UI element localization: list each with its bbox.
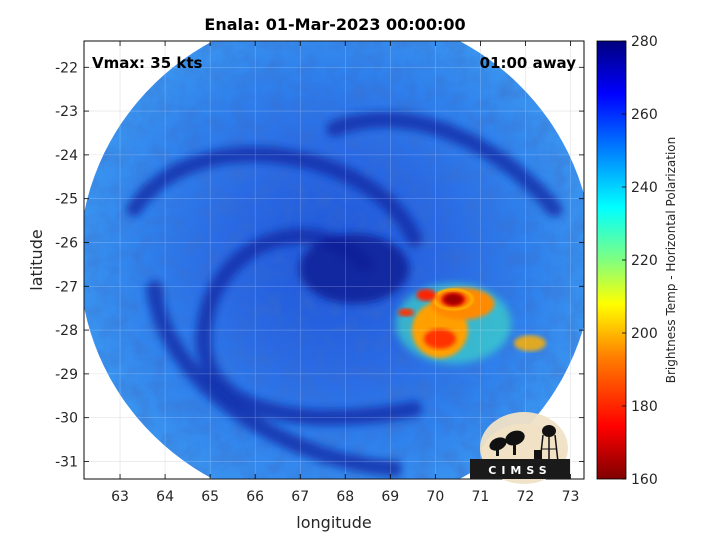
y-tick-label: -22 xyxy=(55,60,78,76)
x-axis-label: longitude xyxy=(296,513,371,532)
storm-center xyxy=(299,233,410,304)
x-tick-label: 71 xyxy=(471,489,489,505)
x-tick-label: 73 xyxy=(562,489,580,505)
y-tick-label: -29 xyxy=(55,367,78,383)
x-axis-ticks: 63 64 65 66 67 68 69 70 71 72 73 xyxy=(111,41,579,505)
plot-title: Enala: 01-Mar-2023 00:00:00 xyxy=(204,15,465,34)
x-tick-label: 69 xyxy=(381,489,399,505)
y-axis-label: latitude xyxy=(27,229,46,290)
vmax-annotation: Vmax: 35 kts xyxy=(92,54,202,72)
x-tick-label: 72 xyxy=(517,489,535,505)
x-tick-label: 67 xyxy=(291,489,309,505)
colorbar-label: Brightness Temp - Horizontal Polarizatio… xyxy=(664,137,678,384)
x-tick-label: 65 xyxy=(201,489,219,505)
y-tick-label: -30 xyxy=(55,411,78,427)
x-tick-label: 68 xyxy=(336,489,354,505)
colorbar-tick-label: 220 xyxy=(631,253,658,269)
colorbar xyxy=(596,40,627,480)
x-tick-label: 70 xyxy=(426,489,444,505)
y-tick-label: -23 xyxy=(55,104,78,120)
y-tick-label: -25 xyxy=(55,192,78,208)
grid-lines-overlay xyxy=(84,41,584,479)
deep-convection xyxy=(395,283,546,364)
colorbar-tick-label: 240 xyxy=(631,180,658,196)
cimss-logo-icon: CIMSS xyxy=(470,412,570,484)
colorbar-tick-label: 160 xyxy=(631,472,658,488)
y-tick-label: -27 xyxy=(55,279,78,295)
colorbar-ticks: 280 260 240 220 200 180 160 xyxy=(622,34,658,488)
y-tick-label: -26 xyxy=(55,235,78,251)
y-tick-label: -31 xyxy=(55,454,78,470)
plot-frame xyxy=(83,40,585,480)
colorbar-tick-label: 200 xyxy=(631,326,658,342)
x-tick-label: 63 xyxy=(111,489,129,505)
x-tick-label: 66 xyxy=(246,489,264,505)
y-tick-label: -24 xyxy=(55,148,78,164)
x-tick-label: 64 xyxy=(156,489,174,505)
y-axis-ticks: -22 -23 -24 -25 -26 -27 -28 -29 -30 -31 xyxy=(55,60,584,470)
y-tick-label: -28 xyxy=(55,323,78,339)
time-away-annotation: 01:00 away xyxy=(480,54,577,72)
microwave-swath-image xyxy=(84,41,584,479)
colorbar-tick-label: 180 xyxy=(631,399,658,415)
colorbar-tick-label: 260 xyxy=(631,107,658,123)
spiral-bands xyxy=(126,111,563,477)
cimss-logo-text: CIMSS xyxy=(488,464,551,477)
colorbar-tick-label: 280 xyxy=(631,34,658,50)
